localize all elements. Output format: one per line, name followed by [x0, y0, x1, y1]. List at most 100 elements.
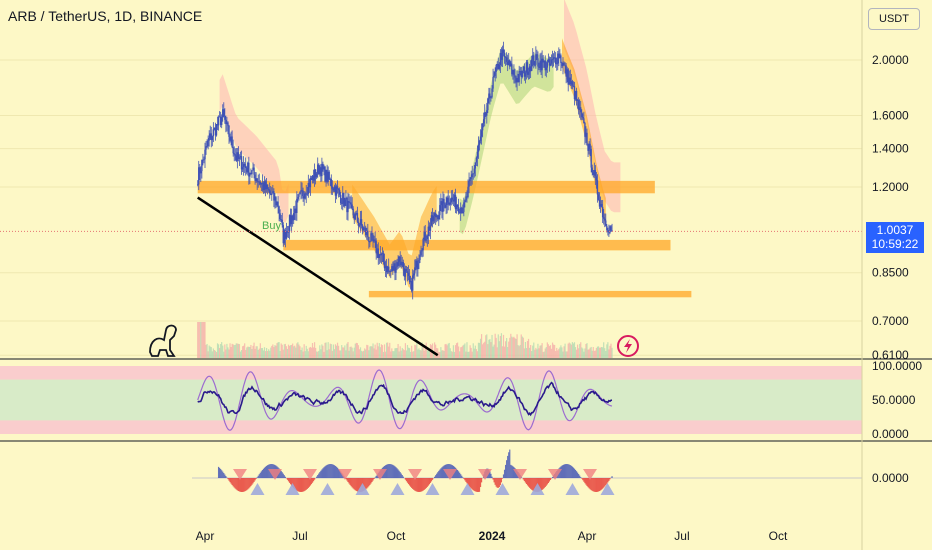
sell-marker	[268, 469, 282, 480]
histogram-tick-label: 0.0000	[872, 471, 909, 485]
candle-body	[271, 193, 273, 195]
buy-marker	[565, 483, 580, 495]
candle-body	[264, 181, 267, 190]
volume-bar	[590, 346, 592, 358]
candle-body	[399, 256, 401, 262]
x-tick-label: Apr	[196, 529, 215, 543]
volume-bar	[460, 347, 462, 358]
histogram-bar	[527, 478, 530, 487]
candle-body	[566, 69, 568, 77]
volume-bar	[399, 346, 401, 358]
histogram-bar	[310, 478, 313, 485]
candle-body	[389, 270, 391, 272]
candle-body	[383, 261, 386, 269]
candle-body	[607, 230, 609, 232]
histogram-bar	[571, 466, 573, 478]
candle-body	[322, 163, 324, 170]
volume-bar	[239, 351, 242, 358]
candle-body	[468, 181, 470, 187]
histogram-bar	[425, 478, 427, 489]
histogram-bar	[431, 478, 434, 480]
volume-bar	[527, 338, 530, 358]
histogram-bar	[364, 478, 366, 491]
candle-body	[239, 156, 242, 158]
volume-bar	[453, 351, 456, 358]
volume-bar	[496, 347, 498, 358]
volume-bar	[411, 345, 413, 358]
currency-button[interactable]: USDT	[868, 8, 920, 30]
volume-bar	[250, 344, 252, 358]
volume-bar	[308, 347, 310, 358]
histogram-bar	[608, 478, 610, 481]
histogram-bar	[428, 478, 430, 485]
volume-bar	[302, 351, 304, 358]
histogram-bar	[427, 478, 429, 486]
candle-body	[348, 200, 350, 203]
candle-body	[535, 54, 537, 65]
candle-body	[417, 263, 419, 270]
candle-body	[305, 193, 307, 195]
histogram-bar	[394, 466, 396, 478]
candle-body	[590, 148, 592, 168]
histogram-bar	[305, 478, 307, 490]
histogram-bar	[424, 478, 426, 490]
candle-body	[586, 132, 588, 146]
histogram-bar	[583, 478, 585, 482]
candle-body	[476, 151, 479, 158]
histogram-bar	[513, 467, 515, 478]
volume-bar	[330, 344, 332, 358]
candle-body	[504, 56, 507, 58]
histogram-bar	[604, 478, 606, 487]
histogram-bar	[399, 472, 401, 478]
candle-body	[297, 196, 299, 199]
volume-bar	[265, 347, 268, 358]
histogram-bar	[261, 470, 264, 478]
candle-body	[409, 281, 412, 283]
histogram-bar	[249, 478, 251, 488]
candle-body	[375, 240, 377, 254]
candle-body	[515, 77, 517, 83]
candle-body	[234, 154, 236, 156]
candle-body	[461, 207, 463, 214]
volume-bar	[394, 348, 396, 358]
candle-body	[526, 62, 529, 75]
histogram-bar	[561, 465, 563, 478]
histogram-bar	[304, 478, 306, 491]
volume-bar	[315, 347, 317, 358]
volume-bar	[374, 344, 376, 358]
sell-marker	[548, 469, 562, 480]
histogram-bar	[430, 478, 433, 482]
volume-bar	[601, 347, 603, 358]
volume-bar	[284, 343, 286, 358]
candle-body	[569, 77, 572, 85]
candle-body	[514, 75, 516, 78]
histogram-bar	[393, 465, 395, 478]
volume-bar	[583, 351, 585, 358]
candle-body	[500, 53, 503, 60]
volume-bar	[503, 346, 506, 358]
histogram-bar	[585, 478, 587, 485]
volume-bar	[208, 345, 210, 358]
volume-bar	[382, 351, 385, 358]
volume-bar	[274, 345, 276, 358]
volume-bar	[542, 351, 544, 358]
candle-body	[527, 71, 530, 75]
histogram-bar	[265, 465, 268, 478]
volume-bar	[473, 348, 475, 358]
histogram-bar	[522, 478, 524, 480]
volume-bar	[485, 335, 487, 358]
volume-bar	[356, 343, 358, 358]
candle-body	[604, 218, 606, 221]
histogram-bar	[337, 468, 340, 478]
histogram-bar	[587, 478, 589, 488]
volume-bar	[559, 347, 561, 358]
y-tick-label: 2.0000	[872, 53, 909, 67]
histogram-bar	[311, 478, 314, 483]
candle-body	[344, 199, 346, 207]
histogram-bar	[567, 464, 569, 478]
buy-marker	[530, 483, 545, 495]
candle-body	[339, 194, 342, 204]
candle-body	[429, 225, 432, 231]
candle-body	[524, 72, 527, 77]
